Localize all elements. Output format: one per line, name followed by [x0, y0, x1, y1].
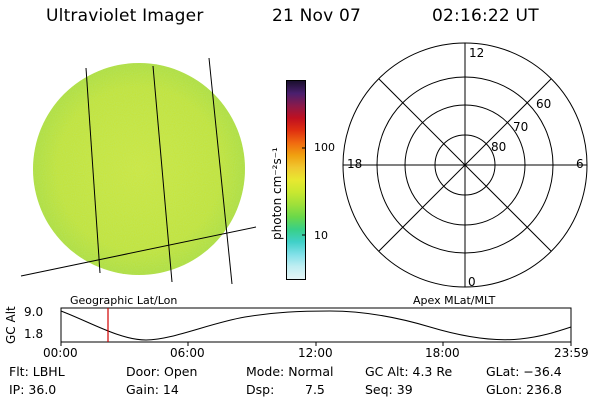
colorbar	[286, 80, 306, 280]
geographic-caption: Geographic Lat/Lon	[70, 294, 178, 307]
info-gain: Gain: 14	[126, 382, 179, 397]
mlt-label-18: 18	[347, 157, 363, 171]
altitude-curve	[60, 310, 572, 341]
lat-label-80: 80	[491, 140, 507, 154]
longitude-line	[208, 57, 233, 285]
info-filter: Flt: LBHL	[9, 364, 65, 379]
latitude-line	[20, 226, 257, 277]
colorbar-tick-10: 10	[314, 229, 328, 242]
info-seq: Seq: 39	[365, 382, 413, 397]
mlt-label-6: 6	[576, 157, 584, 171]
altitude-xtick: 00:00	[43, 346, 78, 360]
altitude-xtick: 18:00	[425, 346, 460, 360]
altitude-ylabel: GC Alt	[4, 306, 18, 344]
info-dsp-label: Dsp:	[246, 382, 275, 397]
info-ip: IP: 36.0	[9, 382, 57, 397]
altitude-ytick-low: 1.8	[24, 327, 44, 341]
altitude-plot-frame	[60, 307, 572, 343]
longitude-line	[152, 65, 173, 283]
lat-label-70: 70	[513, 120, 529, 134]
info-glon: GLon: 236.8	[486, 382, 562, 397]
info-glat: GLat: −36.4	[486, 364, 562, 379]
info-mode: Mode: Normal	[246, 364, 334, 379]
longitude-line	[85, 67, 101, 274]
lat-label-60: 60	[536, 97, 552, 111]
instrument-title: Ultraviolet Imager	[46, 6, 204, 26]
date-label: 21 Nov 07	[272, 6, 362, 26]
mlt-label-12: 12	[469, 46, 485, 60]
altitude-ytick-high: 9.0	[24, 305, 44, 319]
colorbar-tick-100: 100	[314, 141, 335, 154]
time-label: 02:16:22 UT	[432, 6, 539, 26]
altitude-xtick: 12:00	[298, 346, 333, 360]
polar-caption: Apex MLat/MLT	[413, 294, 496, 307]
info-dsp-value: 7.5	[305, 382, 325, 397]
earth-disk-texture	[33, 63, 245, 275]
altitude-xtick: 23:59	[554, 346, 589, 360]
polar-diagonal	[378, 78, 552, 252]
mlt-label-0: 0	[468, 275, 476, 289]
altitude-xtick: 06:00	[170, 346, 205, 360]
info-door: Door: Open	[126, 364, 198, 379]
info-gc-alt: GC Alt: 4.3 Re	[365, 364, 453, 379]
